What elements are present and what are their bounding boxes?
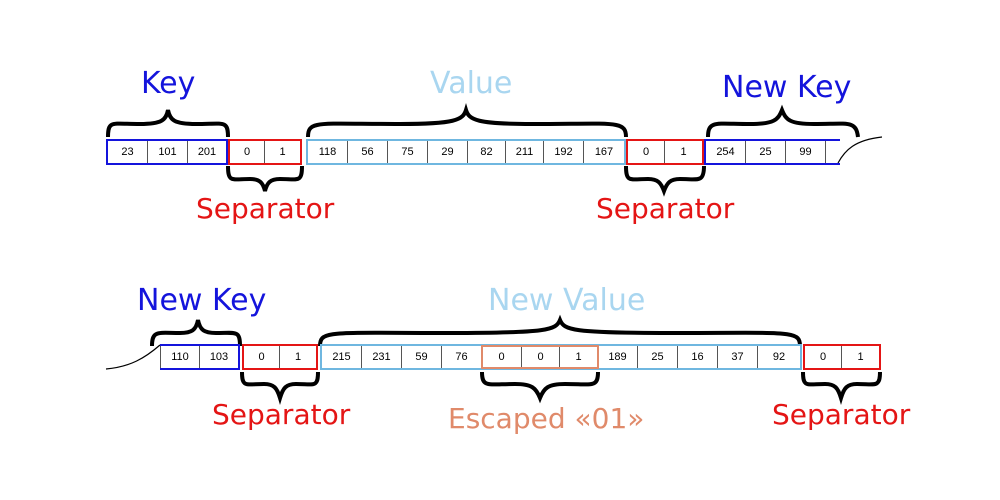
separator-cell: 1 bbox=[294, 351, 302, 363]
newvalue-brace bbox=[318, 314, 802, 347]
separator-block: 0 1 bbox=[803, 344, 881, 370]
newkey2-label: New Key bbox=[137, 283, 267, 318]
newkey-cell: 103 bbox=[209, 351, 229, 363]
separator-cell: 0 bbox=[244, 346, 280, 368]
value-brace bbox=[306, 103, 628, 138]
value-cell: 37 bbox=[718, 346, 758, 368]
value-cell: 59 bbox=[402, 346, 442, 368]
separator-label: Separator bbox=[212, 398, 351, 431]
newkey2-brace bbox=[150, 319, 242, 347]
separator-block: 0 1 bbox=[228, 139, 302, 165]
escaped-label: Escaped «01» bbox=[448, 402, 645, 435]
separator-cell: 0 bbox=[805, 346, 842, 368]
value-cell: 82 bbox=[468, 141, 506, 163]
separator-label: Separator bbox=[596, 192, 735, 225]
newkey-brace bbox=[706, 104, 860, 138]
value-cell: 56 bbox=[348, 141, 388, 163]
torn-edge-left bbox=[105, 344, 161, 370]
value-cell: 76 bbox=[442, 346, 482, 368]
newkey-label: New Key bbox=[722, 70, 852, 105]
separator-block: 0 1 bbox=[626, 139, 704, 165]
separator-label: Separator bbox=[772, 398, 911, 431]
sep4-brace bbox=[801, 371, 882, 405]
value-cell: 118 bbox=[308, 141, 348, 163]
key-brace bbox=[106, 109, 230, 138]
separator-label: Separator bbox=[196, 192, 335, 225]
separator-block: 0 1 bbox=[242, 344, 318, 370]
key-cell: 23 bbox=[108, 141, 148, 163]
newkey-cell: 254 bbox=[706, 141, 746, 163]
sep1-brace bbox=[226, 165, 304, 192]
key-block: 23 101 201 bbox=[106, 139, 228, 165]
escaped-brace bbox=[480, 371, 600, 404]
escaped-highlight bbox=[481, 345, 599, 369]
value-cell: 16 bbox=[678, 346, 718, 368]
escaped-cell: 0 bbox=[522, 346, 560, 368]
key-cell: 101 bbox=[148, 141, 188, 163]
newkey-cell: 99 bbox=[786, 141, 826, 163]
value-cell: 215 bbox=[322, 346, 362, 368]
value-cell: 29 bbox=[428, 141, 468, 163]
separator-cell: 1 bbox=[680, 146, 687, 158]
value-cell: 192 bbox=[544, 141, 584, 163]
newkey-cell: 110 bbox=[160, 346, 200, 368]
newkey2-block: 110 103 bbox=[160, 344, 240, 370]
value-cell: 25 bbox=[638, 346, 678, 368]
value-cell: 231 bbox=[362, 346, 402, 368]
value-block: 118 56 75 29 82 211 192 167 bbox=[306, 139, 626, 165]
key-cell: 201 bbox=[197, 146, 217, 158]
value-cell: 75 bbox=[388, 141, 428, 163]
key-label: Key bbox=[141, 66, 196, 101]
separator-cell: 0 bbox=[628, 141, 665, 163]
value-cell: 211 bbox=[506, 141, 544, 163]
newkey-cell: 25 bbox=[746, 141, 786, 163]
sep3-brace bbox=[240, 371, 320, 405]
torn-edge-right bbox=[837, 136, 883, 164]
separator-cell: 1 bbox=[857, 351, 864, 363]
sep2-brace bbox=[624, 165, 706, 197]
value-label: Value bbox=[430, 66, 513, 101]
separator-cell: 1 bbox=[279, 146, 286, 158]
separator-cell: 0 bbox=[230, 141, 265, 163]
newkey-block: 254 25 99 bbox=[704, 139, 840, 165]
escaped-cell: 0 bbox=[482, 346, 522, 368]
value-cell: 189 bbox=[598, 346, 638, 368]
value-cell: 167 bbox=[594, 146, 614, 158]
newvalue-label: New Value bbox=[488, 283, 646, 318]
value-cell: 92 bbox=[772, 351, 786, 363]
